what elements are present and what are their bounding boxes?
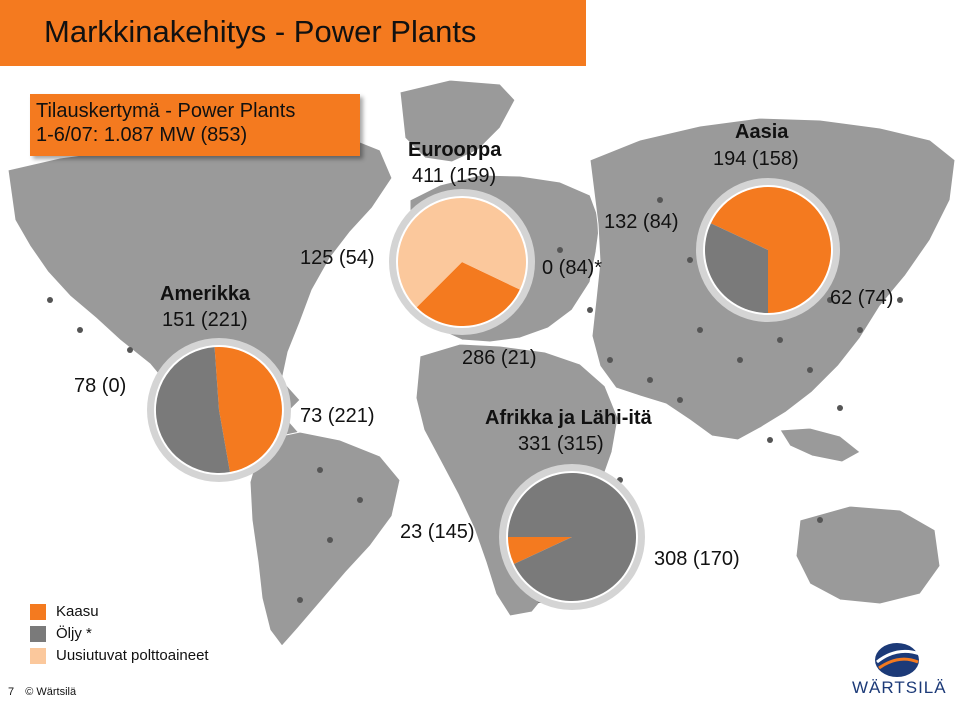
copyright: © Wärtsilä <box>25 686 77 698</box>
region-name-amerikka: Amerikka <box>160 283 251 305</box>
region-total-eurooppa: 411 (159) <box>412 165 497 187</box>
summary-line-1: Tilauskertymä - Power Plants <box>36 100 296 122</box>
pie-slice-3-0 <box>508 537 572 565</box>
summary-line-2: 1-6/07: 1.087 MW (853) <box>36 124 248 146</box>
slice-label-amerikka-kaasu: 73 (221) <box>300 405 375 427</box>
region-total-amerikka: 151 (221) <box>162 309 248 331</box>
pie-slice-1-2 <box>398 197 527 308</box>
wartsila-logo-mark <box>875 643 921 677</box>
slice-label-eurooppa-kaasu: 125 (54) <box>300 247 375 269</box>
legend-swatch-oljy <box>30 626 46 642</box>
map-se-asia <box>779 427 861 463</box>
title-bar: Markkinakehitys - Power Plants <box>0 0 586 66</box>
wartsila-logo-text: WÄRTSILÄ <box>852 678 947 697</box>
page-title: Markkinakehitys - Power Plants <box>44 14 477 49</box>
legend-label-uusiutuvat: Uusiutuvat polttoaineet <box>56 647 209 664</box>
pie-slice-0-1 <box>155 347 230 474</box>
slice-label-aasia-kaasu: 132 (84) <box>604 211 679 233</box>
map-greenland <box>399 79 516 163</box>
slice-label-aasia-oljy: 62 (74) <box>830 287 894 309</box>
legend-label-kaasu: Kaasu <box>56 603 99 620</box>
summary-box: Tilauskertymä - Power Plants 1-6/07: 1.0… <box>30 94 360 156</box>
pie-slice-2-1 <box>705 223 768 313</box>
legend-swatch-kaasu <box>30 604 46 620</box>
legend-swatch-uusiutuvat <box>30 648 46 664</box>
pie-slice-0-0 <box>214 347 282 473</box>
slice-label-eurooppa-uusiutuvat: 286 (21) <box>462 347 537 369</box>
pie-slice-2-0 <box>710 186 832 313</box>
footer: 7 © Wärtsilä <box>8 686 84 698</box>
slice-label-afrikka-oljy: 308 (170) <box>654 548 740 570</box>
pie-slice-1-0 <box>416 262 520 326</box>
map-south-america <box>249 431 401 647</box>
map-australia <box>795 505 941 605</box>
legend-label-oljy: Öljy * <box>56 625 92 642</box>
region-total-afrikka: 331 (315) <box>518 433 604 455</box>
slice-label-amerikka-oljy: 78 (0) <box>74 375 127 397</box>
region-name-eurooppa: Eurooppa <box>408 139 502 161</box>
slice-label-eurooppa-oljy: 0 (84)* <box>542 257 603 279</box>
slice-label-afrikka-kaasu: 23 (145) <box>400 521 475 543</box>
wartsila-logo: WÄRTSILÄ <box>852 640 947 700</box>
region-name-afrikka: Afrikka ja Lähi-itä <box>485 407 652 429</box>
region-total-aasia: 194 (158) <box>713 148 799 170</box>
page-number: 7 <box>8 686 15 698</box>
pie-slice-3-1 <box>508 473 636 602</box>
region-name-aasia: Aasia <box>735 121 789 143</box>
